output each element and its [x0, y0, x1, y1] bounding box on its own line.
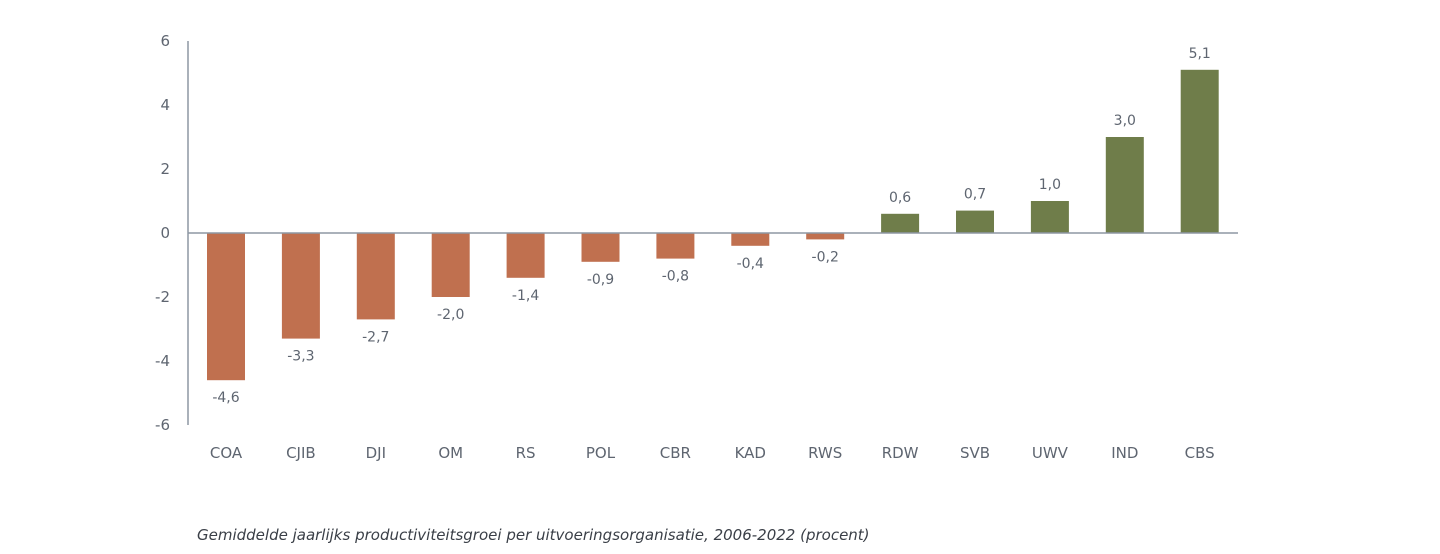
category-label-rs: RS — [516, 444, 536, 462]
category-label-pol: POL — [586, 444, 616, 462]
y-tick-label: 4 — [160, 96, 170, 114]
data-label-cjib: -3,3 — [287, 349, 314, 365]
category-label-svb: SVB — [960, 444, 990, 462]
bar-dji — [356, 233, 395, 320]
data-label-kad: -0,4 — [737, 256, 764, 272]
data-label-uwv: 1,0 — [1039, 177, 1061, 193]
data-label-om: -2,0 — [437, 307, 464, 323]
bars — [207, 69, 1219, 381]
category-label-coa: COA — [210, 444, 243, 462]
y-tick-label: -4 — [155, 352, 170, 370]
y-tick-label: 6 — [160, 32, 170, 50]
data-label-pol: -0,9 — [587, 272, 614, 288]
category-label-om: OM — [438, 444, 463, 462]
category-label-cjib: CJIB — [286, 444, 316, 462]
bar-ind — [1105, 137, 1144, 233]
data-label-coa: -4,6 — [212, 390, 239, 406]
category-label-dji: DJI — [366, 444, 386, 462]
data-label-rdw: 0,6 — [889, 190, 911, 206]
bar-rws — [806, 233, 845, 240]
category-label-rws: RWS — [808, 444, 842, 462]
y-tick-label: -6 — [155, 416, 170, 434]
bar-kad — [731, 233, 770, 246]
bar-rs — [506, 233, 545, 278]
bar-cjib — [281, 233, 320, 339]
chart-caption: Gemiddelde jaarlijks productiviteitsgroe… — [197, 526, 870, 544]
category-label-kad: KAD — [735, 444, 766, 462]
category-label-rdw: RDW — [882, 444, 919, 462]
category-labels: COA CJIB DJI OM RS POL CBR KAD RWS RDW SVB UWV IND CB… — [210, 444, 1215, 462]
data-label-rs: -1,4 — [512, 288, 539, 304]
bar-svb — [956, 210, 994, 233]
data-label-dji: -2,7 — [362, 329, 389, 345]
category-label-ind: IND — [1111, 444, 1138, 462]
y-axis-ticks: 6 4 2 0 -2 -4 -6 — [155, 32, 170, 434]
y-tick-label: -2 — [155, 288, 170, 306]
bar-rdw — [881, 213, 920, 233]
bar-uwv — [1030, 201, 1069, 233]
data-labels: -4,6 -3,3 -2,7 -2,0 -1,4 -0,9 -0,8 -0,4 -0,2 0,6 0… — [212, 46, 1210, 406]
bar-coa — [207, 233, 245, 381]
bar-pol — [581, 233, 620, 262]
data-label-rws: -0,2 — [812, 249, 839, 265]
data-label-svb: 0,7 — [964, 187, 986, 203]
y-tick-label: 0 — [160, 224, 170, 242]
category-label-cbr: CBR — [660, 444, 691, 462]
data-label-cbr: -0,8 — [662, 269, 689, 285]
category-label-uwv: UWV — [1032, 444, 1069, 462]
y-tick-label: 2 — [160, 160, 170, 178]
bar-cbs — [1180, 69, 1219, 233]
bar-om — [431, 233, 470, 297]
bar-cbr — [656, 233, 695, 259]
data-label-cbs: 5,1 — [1189, 46, 1211, 62]
data-label-ind: 3,0 — [1114, 113, 1136, 129]
category-label-cbs: CBS — [1185, 444, 1215, 462]
